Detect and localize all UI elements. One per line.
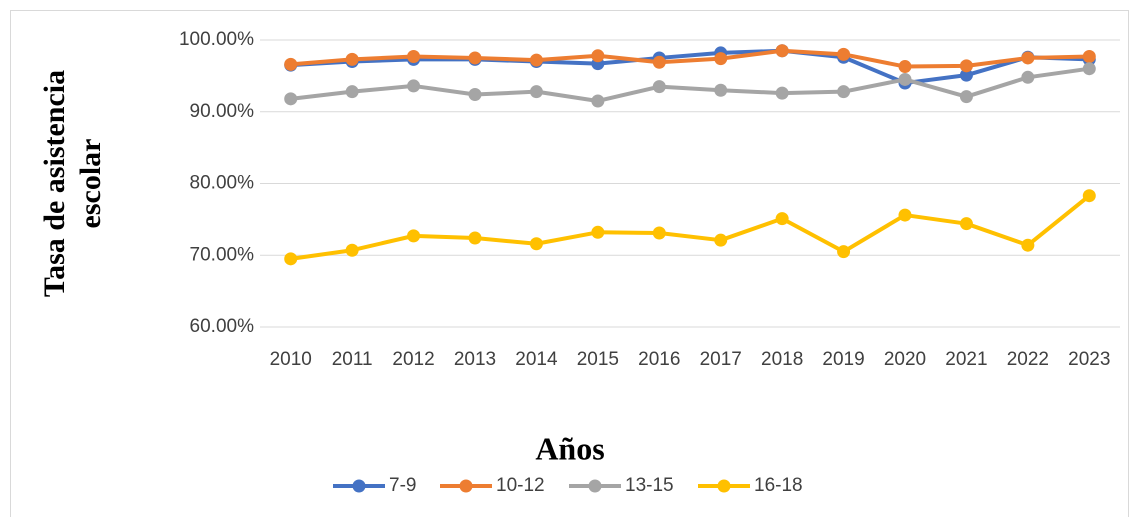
x-tick-label: 2023: [1068, 349, 1110, 370]
data-point: [1082, 62, 1096, 76]
data-point: [529, 53, 543, 67]
x-tick-label: 2010: [270, 349, 312, 370]
x-tick-label: 2019: [822, 349, 864, 370]
series-line: [290, 48, 1090, 69]
y-axis-label-line: escolar: [74, 139, 107, 229]
legend-label: 10-12: [496, 475, 545, 496]
legend-label: 13-15: [625, 475, 674, 496]
data-point: [591, 49, 605, 63]
data-point: [837, 85, 851, 99]
data-point: [529, 237, 543, 251]
data-point: [407, 50, 421, 64]
y-tick-label: 90.00%: [190, 101, 255, 122]
data-point: [652, 226, 666, 240]
data-point: [468, 231, 482, 245]
x-tick-label: 2020: [884, 349, 926, 370]
data-point: [652, 55, 666, 69]
x-tick-label: 2014: [515, 349, 558, 370]
data-point: [837, 47, 851, 61]
data-point: [775, 86, 789, 100]
data-point: [468, 51, 482, 65]
data-point: [837, 245, 851, 259]
data-point: [1021, 51, 1035, 65]
x-tick-label: 2021: [945, 349, 987, 370]
y-axis-label-line: Tasa de asistencia: [38, 70, 71, 297]
data-point: [898, 72, 912, 86]
x-tick-label: 2011: [332, 349, 373, 370]
data-point: [1082, 50, 1096, 64]
data-point: [345, 243, 359, 257]
data-point: [1082, 189, 1096, 203]
data-point: [468, 88, 482, 102]
data-point: [898, 208, 912, 222]
data-point: [284, 92, 298, 106]
data-point: [959, 59, 973, 73]
legend-label: 7-9: [389, 475, 416, 496]
data-point: [652, 80, 666, 94]
legend-marker: [717, 479, 731, 493]
data-point: [714, 52, 728, 66]
data-point: [345, 52, 359, 66]
y-axis-label: Tasa de asistencia escolar: [38, 70, 107, 297]
data-point: [284, 57, 298, 71]
x-tick-label: 2012: [392, 349, 434, 370]
legend-marker: [588, 479, 602, 493]
data-point: [714, 233, 728, 247]
legend-marker: [352, 479, 366, 493]
y-tick-label: 80.00%: [190, 173, 255, 194]
x-tick-label: 2013: [454, 349, 496, 370]
data-point: [959, 68, 973, 82]
chart-frame: [10, 10, 1129, 517]
data-point: [714, 83, 728, 97]
data-point: [898, 60, 912, 74]
x-tick-label: 2015: [577, 349, 619, 370]
x-tick-label: 2016: [638, 349, 680, 370]
x-axis-label: Años: [535, 430, 604, 466]
data-point: [591, 225, 605, 239]
series-line: [290, 194, 1091, 261]
y-tick-label: 70.00%: [190, 244, 255, 265]
data-point: [1021, 70, 1035, 84]
x-tick-label: 2022: [1007, 349, 1049, 370]
series-line: [290, 66, 1090, 103]
data-point: [345, 85, 359, 99]
x-tick-label: 2018: [761, 349, 803, 370]
y-tick-label: 100.00%: [179, 29, 254, 50]
data-point: [1021, 238, 1035, 252]
data-point: [407, 79, 421, 93]
data-point: [407, 229, 421, 243]
data-point: [959, 217, 973, 231]
data-point: [591, 94, 605, 108]
data-point: [529, 85, 543, 99]
x-tick-label: 2017: [700, 349, 742, 370]
data-point: [959, 90, 973, 104]
y-tick-label: 60.00%: [190, 316, 255, 337]
series-line: [290, 48, 1090, 86]
data-point: [284, 252, 298, 266]
data-point: [775, 44, 789, 58]
data-point: [775, 212, 789, 226]
legend-marker: [459, 479, 473, 493]
legend-label: 16-18: [754, 475, 803, 496]
